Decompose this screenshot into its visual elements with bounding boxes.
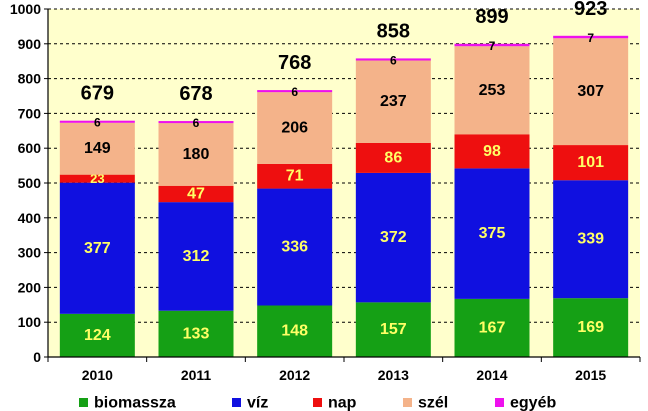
y-tick-label: 1000 [10, 1, 41, 17]
y-tick-label: 600 [18, 140, 42, 156]
data-label-biomassza-2011: 133 [183, 325, 210, 342]
y-tick-label: 700 [18, 105, 42, 121]
bar-segment-egyéb-2013 [355, 58, 431, 61]
x-tick-label-2010: 2010 [82, 367, 113, 383]
bar-segment-víz-2014 [454, 168, 530, 299]
data-label-víz-2014: 375 [479, 225, 506, 242]
x-tick-label-2015: 2015 [575, 367, 606, 383]
y-tick-label: 300 [18, 245, 42, 261]
legend-swatch-biomassza [79, 398, 88, 407]
bar-segment-biomassza-2011 [158, 310, 234, 357]
bar-segment-víz-2010 [59, 182, 135, 314]
total-label-2010: 679 [81, 83, 114, 105]
bar-segment-egyéb-2010 [59, 120, 135, 123]
data-label-szél-2012: 206 [281, 120, 308, 137]
y-tick-label: 800 [18, 71, 42, 87]
data-label-szél-2010: 149 [84, 140, 111, 157]
bar-segment-nap-2010 [59, 174, 135, 183]
bar-segment-szél-2015 [553, 38, 629, 146]
y-tick-label: 0 [33, 349, 41, 365]
data-label-biomassza-2013: 157 [380, 321, 407, 338]
bar-segment-egyéb-2011 [158, 121, 234, 124]
data-label-víz-2011: 312 [183, 248, 210, 265]
bar-segment-víz-2012 [257, 188, 333, 306]
data-label-szél-2011: 180 [183, 146, 210, 163]
data-label-egyéb-2012: 6 [291, 85, 298, 99]
data-label-víz-2015: 339 [577, 231, 604, 248]
legend-swatch-víz [232, 398, 241, 407]
bar-segment-szél-2011 [158, 123, 234, 186]
total-label-2011: 678 [179, 83, 212, 105]
y-tick-label: 100 [18, 314, 42, 330]
data-label-víz-2013: 372 [380, 229, 407, 246]
y-tick-label: 400 [18, 210, 42, 226]
data-label-nap-2014: 98 [483, 143, 501, 160]
legend-swatch-egyéb [495, 398, 504, 407]
legend-swatch-szél [403, 398, 412, 407]
data-label-szél-2013: 237 [380, 93, 407, 110]
data-label-víz-2010: 377 [84, 240, 111, 257]
x-tick-label-2012: 2012 [279, 367, 310, 383]
y-tick-label: 500 [18, 175, 42, 191]
data-label-szél-2015: 307 [577, 83, 604, 100]
data-label-biomassza-2014: 167 [479, 319, 506, 336]
bar-segment-nap-2011 [158, 185, 234, 203]
bar-segment-egyéb-2014 [454, 43, 530, 47]
x-tick-label-2014: 2014 [476, 367, 507, 383]
x-tick-label-2011: 2011 [181, 367, 212, 383]
bar-segment-víz-2011 [158, 202, 234, 311]
data-label-egyéb-2014: 7 [489, 39, 496, 53]
data-label-nap-2011: 47 [187, 185, 205, 202]
legend-label-nap: nap [328, 395, 357, 411]
total-label-2015: 923 [574, 0, 607, 20]
x-tick-label-2013: 2013 [378, 367, 409, 383]
bar-segment-biomassza-2013 [355, 302, 431, 357]
data-label-egyéb-2015: 7 [587, 31, 594, 45]
bar-segment-nap-2012 [257, 163, 333, 189]
data-label-biomassza-2015: 169 [577, 319, 604, 336]
bar-segment-szél-2014 [454, 46, 530, 135]
data-label-nap-2012: 71 [286, 168, 304, 185]
bar-segment-egyéb-2015 [553, 35, 629, 39]
data-label-egyéb-2013: 6 [390, 53, 397, 67]
data-label-nap-2015: 101 [577, 154, 604, 171]
bar-segment-nap-2014 [454, 134, 530, 169]
data-label-nap-2010: 23 [90, 171, 104, 186]
data-label-biomassza-2010: 124 [84, 327, 111, 344]
data-label-egyéb-2010: 6 [94, 116, 101, 130]
bar-segment-szél-2012 [257, 92, 333, 164]
bar-segment-nap-2015 [553, 145, 629, 181]
y-tick-label: 900 [18, 36, 42, 52]
bar-segment-egyéb-2012 [257, 90, 333, 93]
legend-label-szél: szél [418, 395, 448, 411]
data-label-víz-2012: 336 [281, 239, 308, 256]
data-label-egyéb-2011: 6 [193, 116, 200, 130]
legend-label-egyéb: egyéb [510, 395, 556, 411]
bar-segment-biomassza-2015 [553, 298, 629, 357]
total-label-2013: 858 [377, 20, 410, 42]
data-label-biomassza-2012: 148 [281, 323, 308, 340]
legend-label-víz: víz [247, 395, 268, 411]
legend-label-biomassza: biomassza [94, 395, 176, 411]
bar-segment-szél-2013 [355, 60, 431, 143]
bar-segment-biomassza-2012 [257, 305, 333, 357]
data-label-szél-2014: 253 [479, 82, 506, 99]
data-label-nap-2013: 86 [384, 149, 402, 166]
bar-segment-víz-2013 [355, 172, 431, 303]
total-label-2012: 768 [278, 52, 311, 74]
bar-segment-víz-2015 [553, 180, 629, 299]
total-label-2014: 899 [475, 6, 508, 28]
legend-swatch-nap [313, 398, 322, 407]
bar-segment-szél-2010 [59, 122, 135, 175]
bar-segment-biomassza-2010 [59, 313, 135, 357]
bar-segment-nap-2013 [355, 142, 431, 173]
bar-segment-biomassza-2014 [454, 298, 530, 357]
y-tick-label: 200 [18, 279, 42, 295]
